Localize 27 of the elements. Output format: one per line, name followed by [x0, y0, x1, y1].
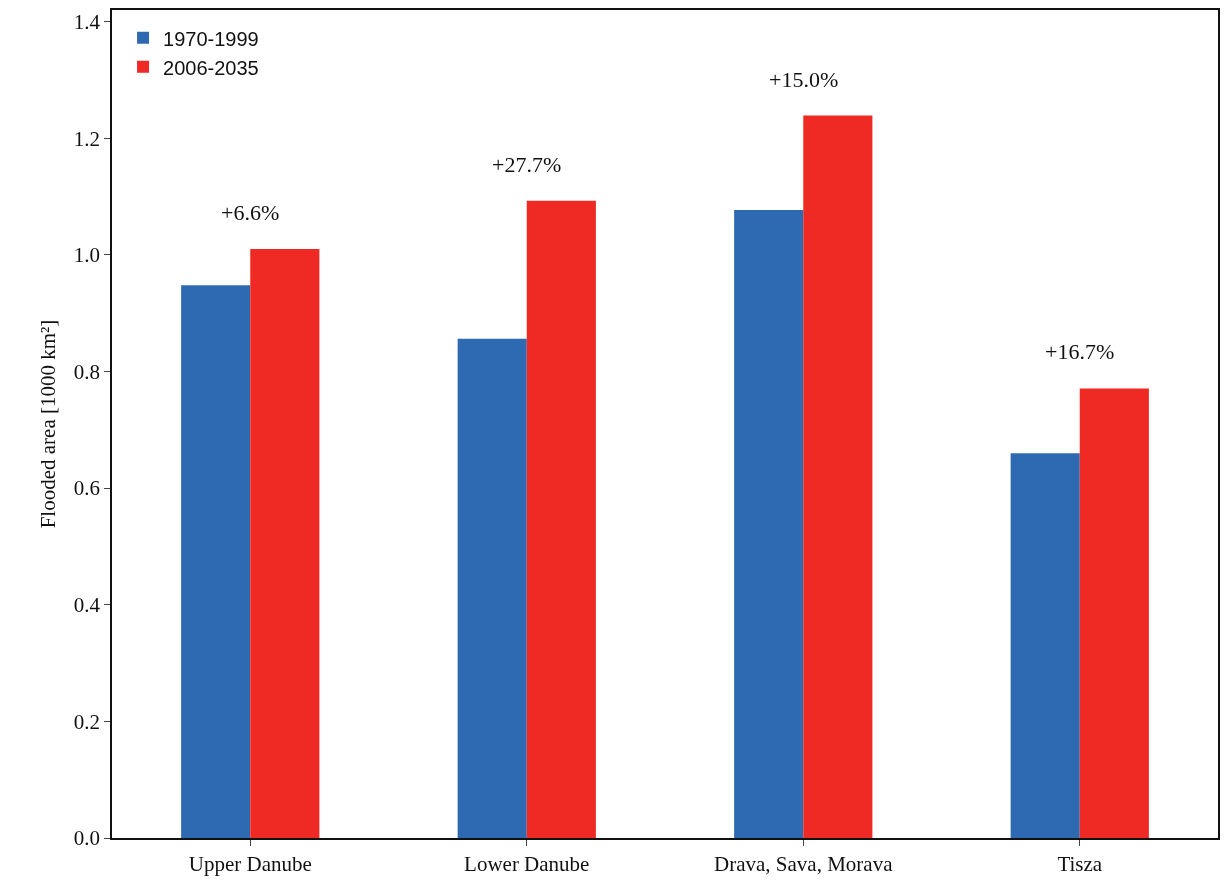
y-tick-label: 0.6: [73, 476, 101, 501]
x-tick-label: Upper Danube: [188, 851, 312, 876]
annotation: +15.0%: [769, 67, 839, 92]
bar: [181, 285, 251, 838]
y-tick-label: 0.2: [73, 709, 101, 734]
y-tick-label: 1.2: [73, 126, 101, 151]
bar: [803, 115, 873, 838]
annotation: +6.6%: [221, 200, 280, 225]
legend-label: 1970-1999: [163, 27, 259, 50]
x-tick-label: Lower Danube: [464, 851, 590, 876]
y-tick-label: 1.0: [73, 243, 101, 268]
x-tick-label: Drava, Sava, Morava: [714, 851, 894, 876]
y-tick-label: 1.4: [73, 10, 101, 35]
x-tick-label: Tisza: [1057, 851, 1103, 876]
y-tick-label: 0.4: [73, 593, 101, 618]
bar: [1079, 388, 1149, 838]
y-tick-label: 0.0: [73, 826, 101, 851]
bar: [526, 200, 596, 838]
y-tick-label: 0.8: [73, 359, 101, 384]
annotation: +27.7%: [492, 152, 562, 177]
bar: [734, 210, 804, 838]
y-axis-title: Flooded area [1000 km²]: [36, 319, 61, 529]
bar: [457, 338, 527, 838]
legend-label: 2006-2035: [163, 56, 259, 79]
annotation: +16.7%: [1045, 339, 1115, 364]
bar: [1010, 453, 1080, 838]
bar: [250, 249, 320, 838]
